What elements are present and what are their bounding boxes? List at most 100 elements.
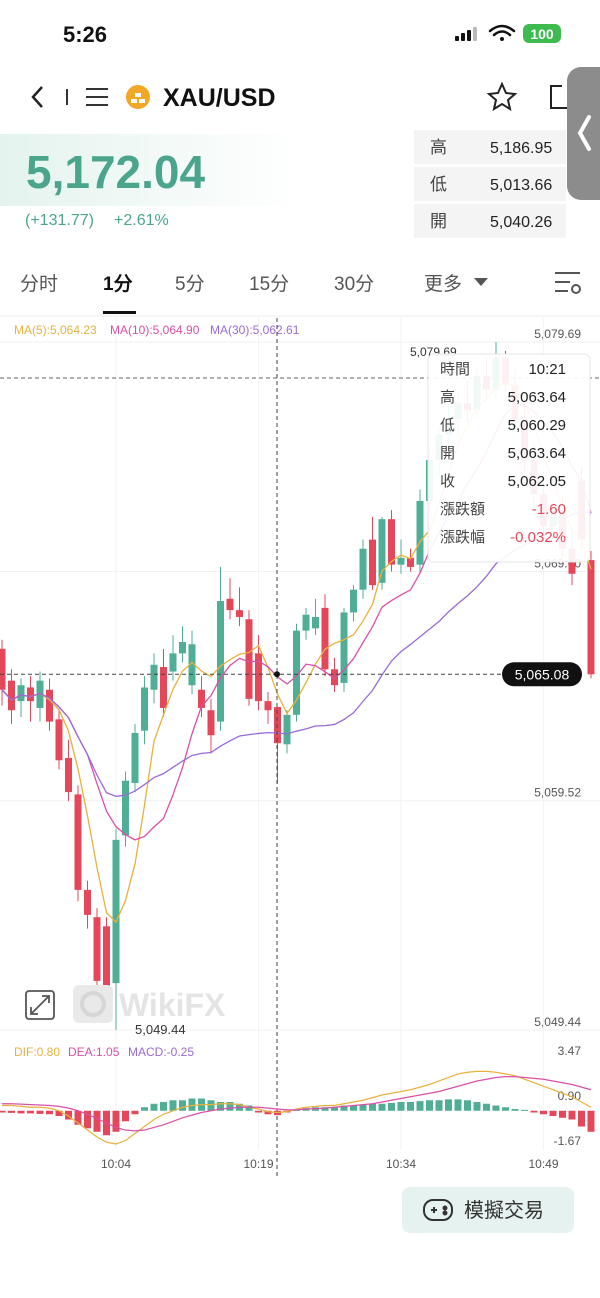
tab[interactable]: 5分 — [175, 273, 205, 295]
favorite-button[interactable] — [486, 81, 518, 112]
candle-body — [331, 669, 338, 686]
macd-bar — [264, 1110, 272, 1115]
macd-bar — [350, 1105, 357, 1111]
gamepad-icon — [423, 1199, 453, 1221]
expand-button[interactable] — [25, 990, 55, 1020]
stat-row — [414, 204, 566, 238]
y-tick-label: 5,079.69 — [534, 327, 581, 341]
candle-body — [103, 926, 110, 986]
candle-body — [359, 548, 367, 590]
candle-body — [245, 619, 253, 699]
macd-bar — [17, 1110, 25, 1114]
macd-bar — [511, 1109, 519, 1111]
more-arrow[interactable] — [474, 278, 488, 286]
chart-settings[interactable] — [555, 272, 581, 294]
candle-body — [188, 644, 196, 686]
candle-body — [160, 667, 167, 708]
tab[interactable]: 15分 — [249, 273, 289, 295]
demo-trade-button[interactable] — [402, 1187, 574, 1233]
stat-row — [414, 130, 566, 164]
macd-bar — [578, 1110, 585, 1127]
macd-bar — [207, 1100, 215, 1111]
battery — [523, 24, 561, 43]
macd-bar — [245, 1105, 253, 1111]
candle-body — [207, 710, 215, 736]
macd-bar — [188, 1098, 196, 1111]
candle-body — [217, 601, 224, 722]
wifi-icon — [488, 24, 516, 41]
macd-bar — [179, 1100, 186, 1111]
candle-body — [369, 539, 376, 586]
macd-bar — [549, 1110, 557, 1117]
x-tick-label: 10:34 — [386, 1157, 416, 1171]
tooltip-value: 5,063.64 — [508, 389, 566, 406]
candle-body — [131, 732, 139, 784]
side-tab[interactable] — [567, 67, 600, 200]
macd-bar — [388, 1102, 395, 1111]
tab[interactable]: 更多 — [424, 273, 462, 295]
macd-bar — [255, 1110, 262, 1113]
y-tick-label: 5,049.44 — [534, 1015, 581, 1029]
candle-body — [236, 610, 243, 617]
menu-button[interactable] — [86, 88, 108, 106]
ma-legend: MA(30):5,062.61 — [210, 323, 300, 337]
macd-bar — [150, 1103, 158, 1111]
candle-body — [84, 889, 91, 915]
macd-bar — [84, 1110, 91, 1129]
candle-body — [8, 680, 15, 711]
low-label: 5,049.44 — [135, 1022, 186, 1037]
crosshair-label: 5,065.08 — [515, 666, 570, 682]
candle-body — [226, 598, 234, 611]
macd-bar — [160, 1102, 167, 1111]
candle-body — [27, 687, 34, 702]
dea-line — [2, 1076, 592, 1132]
macd-legend: DIF:0.80 — [14, 1045, 60, 1059]
macd-bar — [217, 1102, 224, 1111]
macd-bar — [540, 1110, 547, 1115]
macd-bar — [502, 1107, 509, 1111]
tooltip-value: 10:21 — [528, 361, 566, 378]
dif-line — [2, 1070, 592, 1145]
candle-body — [264, 701, 272, 711]
candle-body — [587, 560, 595, 675]
candle-body — [283, 714, 291, 745]
interval-tabs: 分时 1分 5分 15分 30分 更多 — [20, 273, 462, 295]
stat-label: 高 — [430, 138, 447, 157]
candle-body — [93, 917, 101, 981]
x-tick-label: 10:04 — [101, 1157, 131, 1171]
candle-body — [74, 794, 82, 890]
back-button[interactable] — [31, 86, 43, 108]
signal-icon — [455, 27, 477, 41]
ma-legend: MA(10):5,064.90 — [110, 323, 200, 337]
candle-body — [112, 839, 120, 984]
y-tick-label: 5,059.52 — [534, 786, 581, 800]
macd-bar — [473, 1102, 481, 1111]
candle-body — [340, 612, 348, 683]
candle-body — [0, 648, 6, 690]
macd-bar — [416, 1101, 424, 1111]
candle-body — [293, 630, 300, 715]
demo-trade-label: 模擬交易 — [464, 1199, 544, 1222]
tab[interactable]: 30分 — [334, 273, 374, 295]
macd-bar — [407, 1102, 414, 1111]
ma-line — [1, 510, 592, 797]
tab[interactable]: 分时 — [20, 273, 58, 295]
macd-legend: MACD:-0.25 — [128, 1045, 194, 1059]
tooltip-value: -0.032% — [510, 529, 566, 546]
change: (+131.77) — [25, 212, 94, 229]
ma-legend: MA(5):5,064.23 — [14, 323, 97, 337]
candle-body — [416, 500, 424, 565]
macd-bar — [112, 1110, 120, 1132]
candle-body — [255, 653, 262, 702]
macd-bar — [93, 1110, 101, 1132]
macd-bar — [141, 1107, 148, 1111]
candle-body — [65, 757, 72, 793]
side-tab-arrow — [577, 115, 591, 151]
tooltip-label: 低 — [440, 417, 455, 434]
macd-bar — [426, 1100, 433, 1111]
stat-value: 5,040.26 — [490, 214, 552, 231]
tab[interactable]: 1分 — [103, 273, 133, 295]
